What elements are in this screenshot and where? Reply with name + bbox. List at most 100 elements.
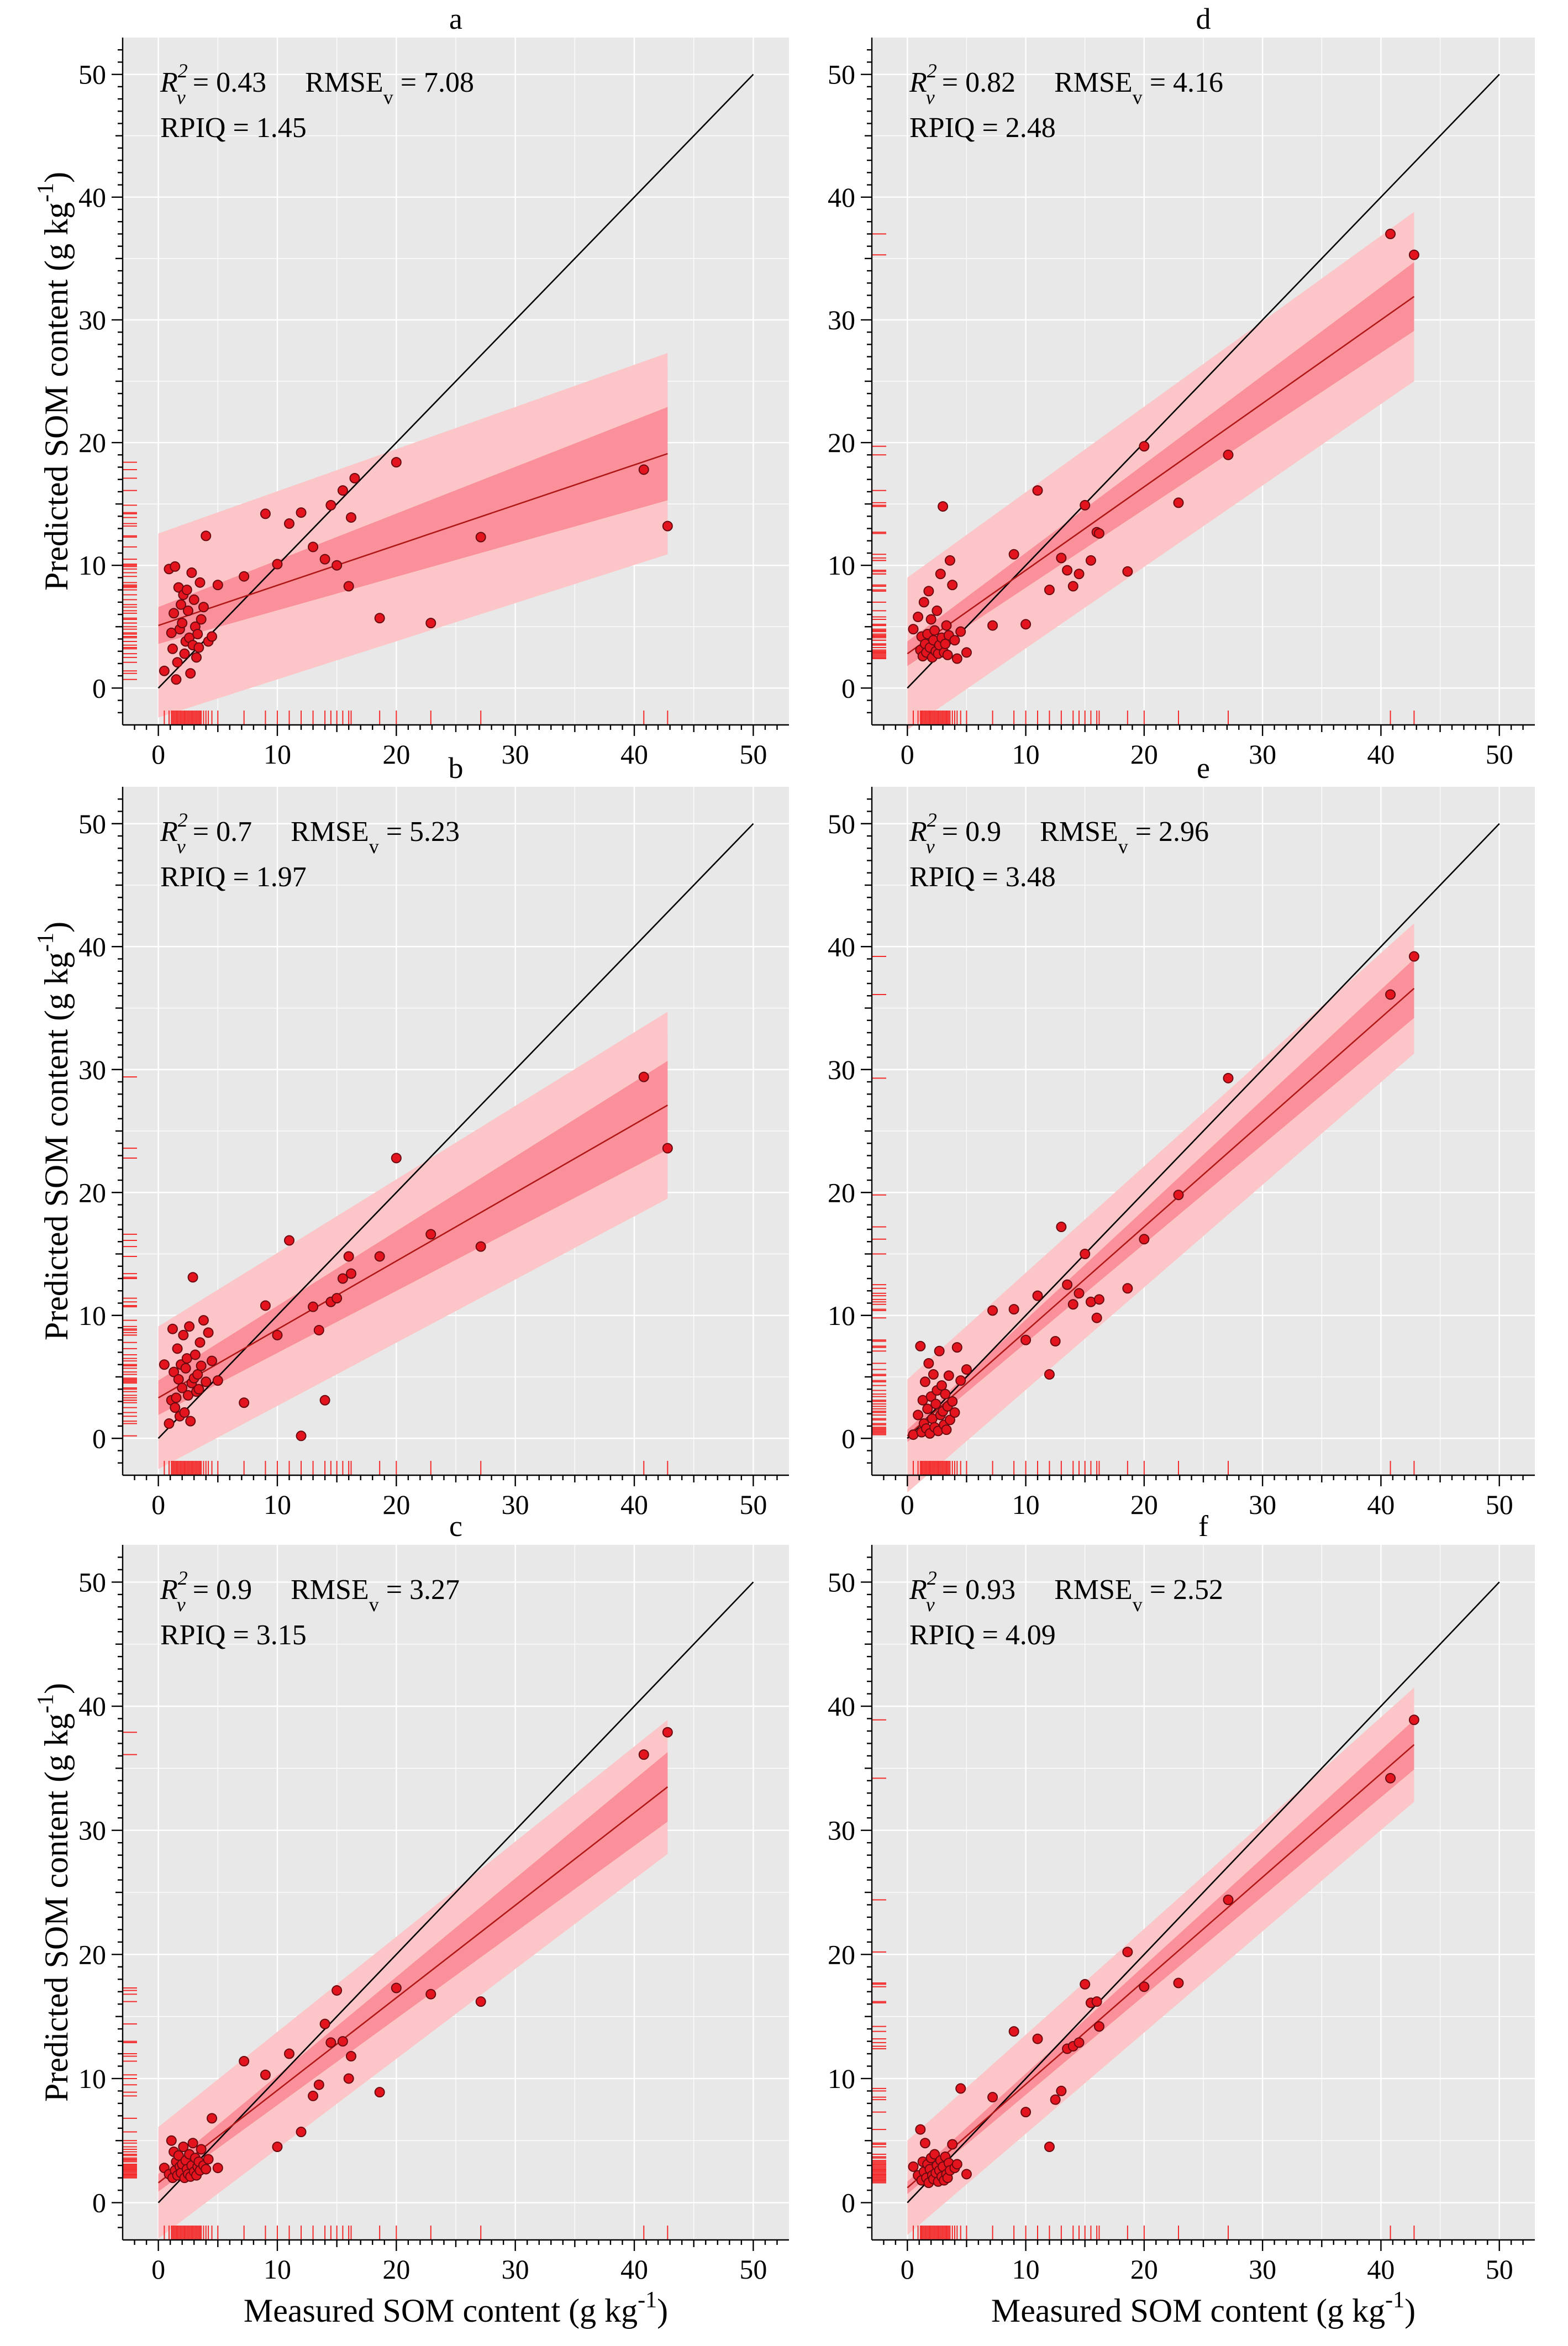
data-point (180, 1363, 191, 1374)
rug-marks (872, 956, 1415, 1475)
regression-fit-line (907, 1744, 1415, 2189)
one-to-one-line (907, 73, 1500, 689)
data-point (1020, 2107, 1032, 2118)
data-point (987, 1305, 998, 1316)
data-point (190, 1349, 201, 1360)
stats-line-r2-rmse: R2 v = 0.93 RMSEv = 2.52 (909, 1567, 1223, 1616)
data-point (923, 586, 934, 597)
data-point (345, 1268, 356, 1279)
data-point (185, 668, 196, 679)
data-point (319, 554, 330, 565)
one-to-one-line (157, 73, 754, 689)
data-point (239, 1397, 250, 1408)
data-point (337, 2036, 348, 2047)
regression-fit-line (907, 987, 1415, 1437)
data-point (923, 1358, 934, 1369)
x-tick-label: 40 (1367, 2254, 1395, 2285)
regression-fit-line (907, 296, 1415, 655)
y-tick-label: 20 (828, 1939, 855, 1970)
x-tick-label: 20 (382, 1489, 410, 1520)
data-point (1408, 951, 1419, 962)
data-point (192, 629, 203, 640)
x-axis-label-text: Measured SOM content (g kg (244, 2292, 638, 2329)
data-point (308, 541, 319, 553)
y-tick-label: 10 (828, 1300, 855, 1331)
panel-title: f (1198, 1509, 1208, 1543)
rug-marks (123, 1076, 669, 1475)
x-axis-label-close: ) (657, 2292, 668, 2329)
data-point (196, 2144, 207, 2155)
data-point (194, 1337, 206, 1348)
confidence-interval-band (907, 1719, 1414, 2194)
data-point (207, 631, 218, 642)
data-point (284, 1235, 294, 1246)
data-point (325, 499, 336, 511)
data-point (913, 612, 924, 623)
data-point (1093, 528, 1104, 539)
data-point (1008, 2026, 1019, 2037)
data-point (961, 647, 972, 658)
data-point (1062, 1279, 1073, 1290)
data-point (941, 620, 952, 631)
data-point (938, 501, 949, 512)
rmse-label: RMSE (291, 1574, 369, 1606)
data-point (260, 508, 271, 519)
r2-value: = 0.9 (186, 1574, 252, 1606)
x-tick-label: 10 (264, 1489, 291, 1520)
data-point (1032, 2033, 1043, 2044)
data-point (332, 1293, 343, 1304)
stats-line-r2-rmse: R2 v = 0.43 RMSEv = 7.08 (160, 60, 474, 108)
data-point (332, 560, 343, 571)
x-tick-label: 40 (620, 739, 648, 770)
axis-ticks (112, 798, 778, 1486)
data-point (308, 2090, 319, 2101)
data-point (955, 1375, 966, 1386)
data-point (1080, 1979, 1091, 1990)
x-axis-label-exponent: -1 (638, 2287, 657, 2313)
y-tick-label: 20 (828, 1177, 855, 1208)
x-axis-label-exponent: -1 (1385, 2287, 1404, 2313)
data-point (239, 2056, 250, 2067)
r2-superscript: 2 (178, 60, 188, 82)
data-point (260, 2069, 271, 2080)
data-point (1067, 1299, 1078, 1310)
data-point (662, 1727, 673, 1738)
one-to-one-line (157, 1581, 754, 2203)
data-point (928, 1369, 939, 1380)
data-points (908, 951, 1419, 1440)
x-tick-label: 0 (901, 739, 914, 770)
data-point (951, 653, 962, 664)
data-point (929, 2149, 940, 2160)
data-point (1050, 1335, 1061, 1346)
rmse-label: RMSE (305, 67, 383, 98)
data-point (201, 2164, 212, 2175)
data-point (925, 614, 936, 625)
x-tick-label: 40 (620, 1489, 648, 1520)
data-point (1223, 449, 1234, 460)
panel-title: b (449, 751, 464, 785)
data-points (908, 228, 1419, 664)
rmse-value: = 4.16 (1143, 67, 1223, 98)
y-tick-label: 50 (828, 59, 855, 90)
data-point (1044, 1369, 1055, 1380)
data-point (349, 472, 360, 483)
one-to-one-line (157, 823, 754, 1439)
r2-symbol: R (909, 67, 927, 98)
data-point (1173, 497, 1184, 508)
data-point (173, 1374, 184, 1385)
y-tick-label: 20 (78, 427, 106, 458)
data-point (296, 2127, 307, 2138)
data-point (1139, 441, 1150, 452)
data-point (192, 1369, 203, 1380)
data-point (1056, 553, 1067, 564)
data-point (1139, 1981, 1150, 1992)
data-point (425, 618, 436, 629)
rmse-label: RMSE (1054, 1574, 1133, 1606)
x-tick-label: 0 (901, 1489, 914, 1520)
rmse-label: RMSE (1040, 816, 1118, 848)
data-points (159, 457, 673, 685)
data-point (179, 648, 190, 659)
confidence-interval-band (158, 1752, 668, 2192)
